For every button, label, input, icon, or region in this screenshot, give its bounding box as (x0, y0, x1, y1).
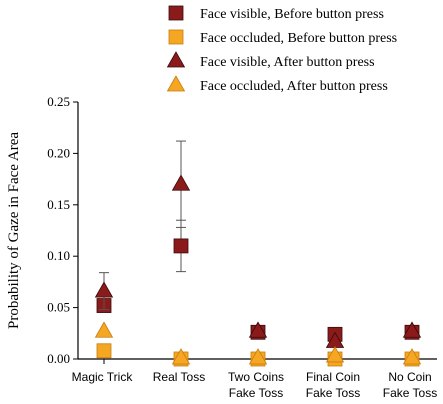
y-tick-label: 0.10 (47, 248, 70, 263)
x-category-label: Real Toss (153, 370, 205, 384)
legend: Face visible, Before button press Face oc… (166, 5, 397, 94)
x-category-label: Fake Toss (306, 386, 360, 400)
data-point-triangle (248, 321, 268, 338)
legend-label: Face occluded, Before button press (200, 31, 397, 46)
data-point-triangle (402, 321, 422, 338)
data-point-triangle (325, 346, 345, 363)
legend-marker-square (168, 5, 184, 21)
data-point-triangle (402, 348, 422, 365)
data-marks (94, 140, 422, 367)
legend-marker-triangle (166, 51, 186, 68)
x-category-label: No Coin (388, 370, 431, 384)
legend-marker-square (168, 29, 184, 45)
y-tick-label: 0.25 (47, 94, 70, 109)
data-point-square (96, 343, 112, 359)
data-point-triangle (171, 348, 191, 365)
y-tick-label: 0.00 (47, 351, 70, 366)
data-point-triangle (94, 321, 114, 338)
y-axis-label: Probability of Gaze in Face Area (6, 132, 22, 329)
data-point-square (173, 238, 189, 254)
y-tick-label: 0.15 (47, 197, 70, 212)
x-category-label: Final Coin (306, 370, 360, 384)
axes: 0.00 0.05 0.10 0.15 0.20 0.25 Probability of G… (6, 94, 437, 400)
y-tick-label: 0.20 (47, 145, 70, 160)
x-category-label: Two Coins (228, 370, 284, 384)
x-category-label: Fake Toss (383, 386, 437, 400)
legend-label: Face visible, After button press (200, 55, 375, 70)
data-point-triangle (171, 174, 191, 191)
x-category-label: Fake Toss (229, 386, 283, 400)
x-category-label: Magic Trick (72, 370, 134, 384)
y-tick-label: 0.05 (47, 300, 70, 315)
data-point-triangle (248, 348, 268, 365)
legend-marker-triangle (166, 75, 186, 92)
legend-label: Face visible, Before button press (200, 7, 384, 22)
data-point-triangle (94, 281, 114, 298)
legend-label: Face occluded, After button press (200, 79, 388, 94)
